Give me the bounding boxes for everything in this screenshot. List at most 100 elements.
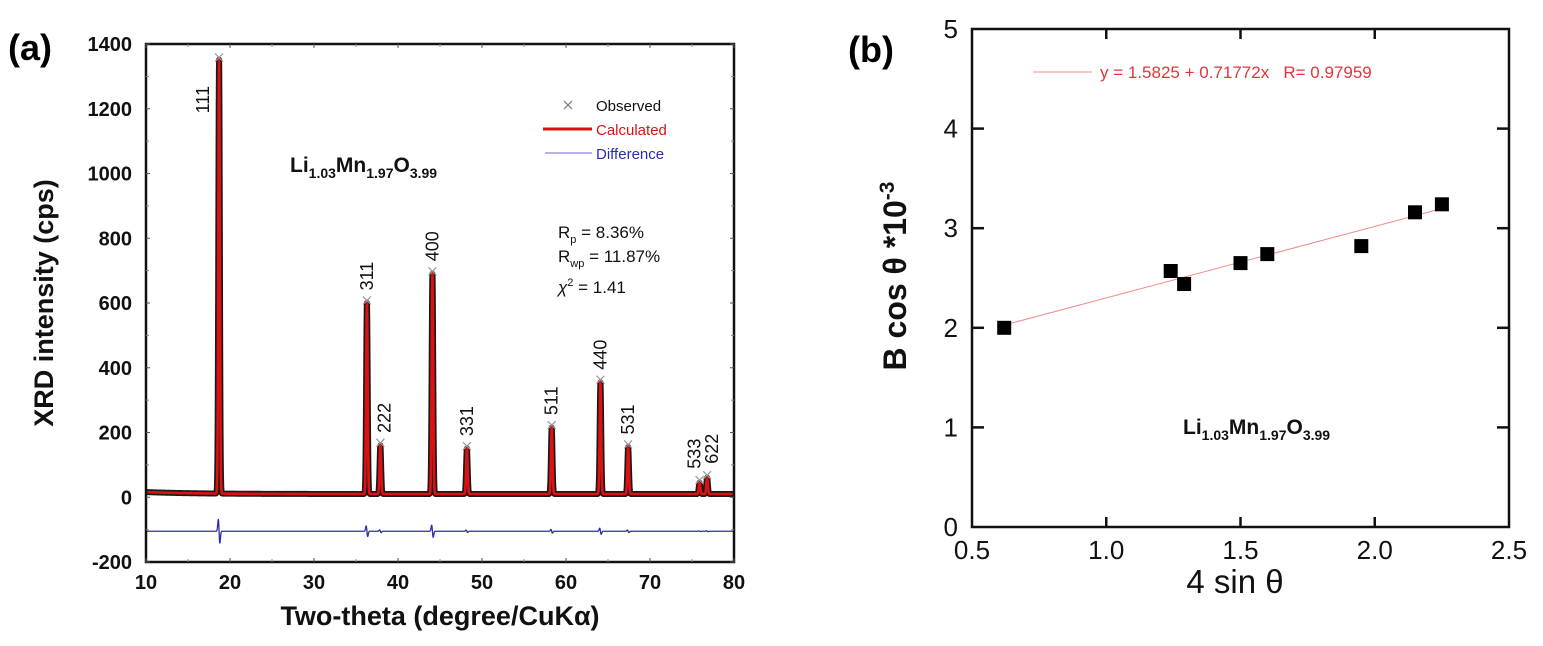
y-axis-title-b-main: B cos θ *10: [877, 200, 913, 370]
x-tick-label-b: 1.0: [1088, 535, 1124, 565]
y-axis-title-a: XRD intensity (cps): [29, 179, 59, 427]
x-tick-label-a: 60: [555, 572, 577, 594]
data-point: [1434, 197, 1449, 212]
peak-label: 622: [702, 434, 722, 464]
observed-peak-marker: [547, 420, 557, 430]
x-axis-title-b: 4 sin θ: [1186, 563, 1283, 600]
data-point: [1233, 256, 1248, 271]
stat-subscript: p: [570, 234, 576, 246]
y-tick-label-b: 0: [944, 512, 958, 542]
peak-label: 531: [618, 404, 638, 434]
observed-peak-marker: [702, 470, 712, 480]
fit-legend-label: y = 1.5825 + 0.71772x R= 0.97959: [1100, 63, 1372, 82]
observed-peak-marker: [428, 266, 437, 276]
peak-label: 440: [590, 340, 610, 370]
observed-peak-marker: [362, 295, 372, 305]
compound-formula-b: Li1.03Mn1.97O3.99: [1183, 416, 1330, 443]
formula-subscript: 3.99: [410, 165, 437, 181]
observed-peak-marker: [695, 475, 704, 485]
x-tick-label-a: 20: [219, 572, 241, 594]
peak-label: 111: [193, 86, 213, 113]
x-tick-label-a: 10: [135, 572, 157, 594]
peak-label: 331: [457, 406, 477, 436]
y-tick-label-a: 800: [99, 228, 132, 250]
linear-fit: [1004, 208, 1443, 326]
x-tick-label-a: 50: [471, 572, 493, 594]
observed-peak-marker: [623, 440, 633, 449]
y-tick-label-b: 4: [944, 114, 958, 144]
formula-element: Mn: [336, 154, 366, 177]
data-point: [1354, 239, 1369, 254]
fit-line: [1004, 208, 1443, 326]
legend-observed-label: Observed: [596, 98, 661, 115]
stat-symbol: R: [558, 223, 570, 242]
x-tick-label-a: 80: [723, 572, 745, 594]
x-tick-label-a: 30: [303, 572, 325, 594]
data-point: [1177, 277, 1192, 291]
panel-a-axis-ticks: 10 20 30 40 50 60 70 80 -200 0 200 400 600 800 1000 120…: [88, 34, 746, 594]
x-axis-title-a: Two-theta (degree/CuKα): [280, 601, 599, 631]
x-tick-label-b: 1.5: [1222, 535, 1258, 565]
data-point: [1260, 247, 1275, 262]
legend-a: Observed Calculated Difference: [543, 98, 667, 163]
y-tick-label-a: 1200: [88, 99, 133, 121]
legend-calculated-label: Calculated: [596, 122, 667, 139]
difference-trace: [146, 518, 734, 544]
data-point: [997, 320, 1012, 335]
data-point: [1408, 205, 1422, 220]
y-axis-title-b-exponent: -3: [876, 182, 899, 201]
formula-subscript: 1.03: [1202, 427, 1229, 443]
formula-subscript: 3.99: [1303, 427, 1330, 443]
stat-symbol: χ: [556, 278, 568, 297]
stat-value: = 11.87%: [584, 247, 660, 266]
formula-element: O: [394, 154, 410, 177]
compound-formula-a: Li1.03Mn1.97O3.99: [290, 154, 437, 181]
x-tick-label-b: 2.0: [1357, 535, 1393, 565]
x-tick-label-b: 2.5: [1491, 535, 1527, 565]
stat-value: = 8.36%: [576, 223, 644, 242]
calculated-trace: [144, 58, 736, 496]
y-tick-label-b: 1: [944, 412, 958, 442]
formula-subscript: 1.97: [1259, 427, 1286, 443]
formula-element: Li: [290, 154, 309, 177]
y-tick-label-b: 2: [944, 313, 958, 343]
stat-rwp: Rwp = 11.87%: [558, 247, 660, 270]
formula-element: Mn: [1229, 416, 1259, 439]
panel-b-axis-ticks: 0.5 1.0 1.5 2.0 2.5 0 1 2 3 4 5: [944, 14, 1528, 565]
observed-peak-marker: [375, 438, 385, 448]
panel-a-label: (a): [8, 27, 52, 68]
legend-observed-marker: [563, 100, 573, 110]
panel-b-label: (b): [848, 29, 894, 70]
y-axis-title-b: B cos θ *10-3: [876, 182, 913, 371]
formula-subscript: 1.03: [309, 165, 336, 181]
peak-label: 222: [374, 403, 394, 433]
y-tick-label-a: 400: [99, 358, 132, 380]
observed-peak-marker: [596, 375, 605, 385]
xrd-traces: [143, 53, 737, 544]
formula-element: Li: [1183, 416, 1202, 439]
peak-label: 511: [542, 386, 562, 415]
formula-element: O: [1287, 416, 1303, 439]
y-tick-label-b: 3: [944, 213, 958, 243]
panel-a-xrd-pattern: (a) 10 20 30 40 50 60 70 80 -200 0 200 400 600 800 100…: [8, 27, 745, 631]
stat-symbol: R: [558, 247, 570, 266]
formula-subscript: 1.97: [366, 165, 393, 181]
y-tick-label-a: 200: [99, 423, 132, 445]
x-tick-label-a: 40: [387, 572, 409, 594]
y-tick-label-a: 0: [121, 487, 132, 509]
stat-chi2: χ2 = 1.41: [556, 277, 626, 297]
observed-peak-marker: [214, 53, 224, 63]
stat-subscript: wp: [569, 258, 584, 270]
panel-b-plot-frame: [970, 27, 1511, 529]
peak-label: 311: [357, 262, 377, 291]
y-tick-label-a: 1400: [88, 34, 133, 56]
y-tick-label-a: -200: [92, 552, 132, 574]
y-tick-label-a: 600: [99, 293, 132, 315]
x-tick-label-a: 70: [639, 572, 661, 594]
stat-value: = 1.41: [573, 278, 625, 297]
panel-b-williamson-hall: (b) 0.5 1.0 1.5 2.0 2.5 0 1 2 3 4 5 y = 1.5825 + 0…: [848, 14, 1527, 600]
observed-peak-marker: [462, 441, 472, 451]
x-tick-label-b: 0.5: [954, 535, 990, 565]
